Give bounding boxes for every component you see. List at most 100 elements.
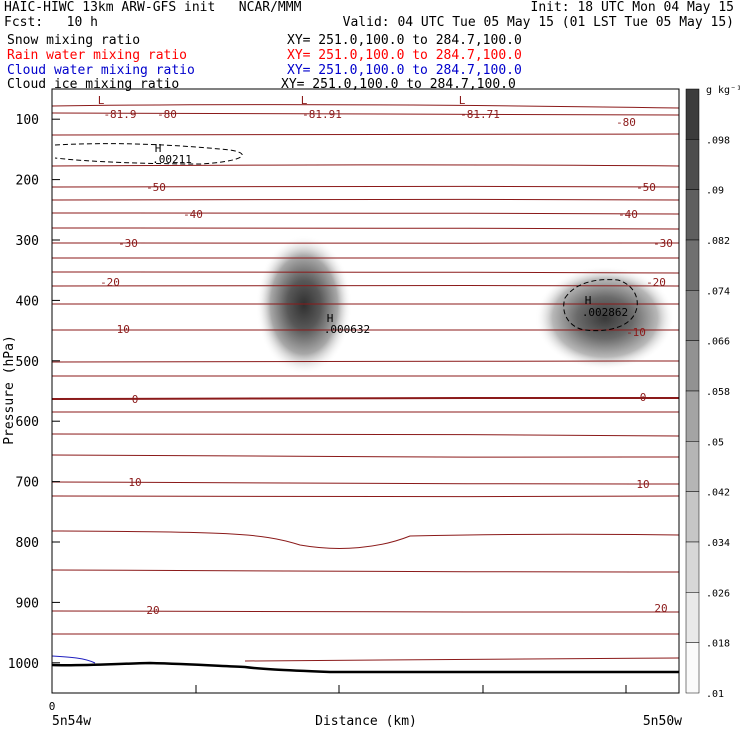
y-tick-label: 1000: [8, 657, 39, 672]
colorbar-swatch: [685, 390, 700, 442]
colorbar-label: .098: [706, 135, 730, 146]
field-xy-cloudice: XY= 251.0,100.0 to 284.7,100.0: [281, 77, 516, 92]
x-axis-label: Distance (km): [315, 714, 417, 729]
low-value: -81.91: [302, 108, 342, 121]
forecast-hour: Fcst: 10 h: [4, 15, 98, 30]
x-left-location: 5n54w: [52, 714, 91, 729]
colorbar-label: .042: [706, 488, 730, 499]
field-name-rain: Rain water mixing ratio: [7, 48, 188, 63]
isotherm-line: [52, 530, 679, 549]
isotherm-line: [52, 433, 679, 437]
plot-title: HAIC-HIWC 13km ARW-GFS init NCAR/MMM: [4, 0, 302, 15]
field-xy-rain: XY= 251.0,100.0 to 284.7,100.0: [287, 48, 522, 63]
colorbar-label: .018: [706, 639, 730, 650]
init-time: Init: 18 UTC Mon 04 May 15: [530, 0, 735, 15]
high-value: .002862: [582, 306, 628, 319]
contour-label: -40: [183, 208, 203, 221]
shaded-max-right: [535, 266, 675, 370]
colorbar-label: .026: [706, 588, 730, 599]
dashed-contour-upper-left: [54, 143, 243, 165]
contour-label: -20: [646, 276, 666, 289]
terrain-line: [51, 661, 679, 674]
isotherm-line: [52, 198, 679, 201]
colorbar-swatch: [685, 441, 700, 492]
shaded-max-left: [256, 235, 352, 375]
isotherm-line: [52, 360, 679, 363]
isotherm-line: [52, 610, 679, 613]
isotherm-line: [52, 271, 679, 274]
colorbar-swatch: [685, 592, 700, 643]
y-tick-label: 500: [16, 355, 39, 370]
isotherm-line: [52, 104, 679, 109]
contour-label: -80: [616, 116, 636, 129]
colorbar-label: .066: [706, 337, 730, 348]
contour-label: 20: [654, 602, 667, 615]
isotherm-zero-line: [52, 397, 679, 400]
low-value: -81.71: [460, 108, 500, 121]
low-value: -81.9: [103, 108, 136, 121]
contour-label: 10: [636, 478, 649, 491]
contour-label: -30: [653, 237, 673, 250]
colorbar: .098 .09 .082 .074 .066 .058 .05 .042 .034 .026 .0…: [685, 88, 730, 700]
colorbar-swatch: [685, 541, 700, 593]
colorbar-swatch: [685, 239, 700, 291]
colorbar-swatch: [685, 290, 700, 341]
contour-label: 10: [128, 476, 141, 489]
colorbar-label: .074: [706, 286, 730, 297]
x-origin-label: 0: [49, 700, 56, 713]
low-marker: L: [98, 94, 105, 107]
isotherm-line: [52, 454, 679, 458]
colorbar-label: .082: [706, 236, 730, 247]
contour-label: 0: [640, 391, 647, 404]
y-tick-label: 700: [16, 476, 39, 491]
isotherm-line: [52, 227, 679, 230]
high-value: .00211: [152, 153, 192, 166]
plot-frame: [51, 88, 680, 694]
colorbar-swatch: [685, 340, 700, 392]
isotherm-line: [52, 185, 679, 188]
colorbar-swatch: [685, 139, 700, 190]
contour-label: -30: [118, 237, 138, 250]
colorbar-swatch: [685, 88, 700, 140]
field-name-cloudwater: Cloud water mixing ratio: [7, 63, 195, 78]
y-tick-label: 200: [16, 174, 39, 189]
isotherm-line: [244, 657, 679, 662]
low-marker: L: [459, 94, 466, 107]
high-marker: H: [585, 294, 592, 307]
field-name-cloudice: Cloud ice mixing ratio: [7, 77, 180, 92]
y-axis-label: Pressure (hPa): [2, 335, 17, 445]
isotherm-line: [52, 569, 679, 573]
colorbar-label: .05: [706, 437, 724, 448]
colorbar-swatch: [685, 189, 700, 241]
contour-label: -40: [618, 208, 638, 221]
contour-label: -50: [636, 181, 656, 194]
y-tick-label: 100: [16, 113, 39, 128]
isotherm-line: [52, 495, 679, 498]
cloudwater-contour: [51, 655, 96, 664]
colorbar-swatch: [685, 491, 700, 543]
high-marker: H: [155, 142, 162, 155]
contour-label: -20: [100, 276, 120, 289]
valid-time: Valid: 04 UTC Tue 05 May 15 (01 LST Tue …: [342, 15, 734, 30]
field-xy-cloudwater: XY= 251.0,100.0 to 284.7,100.0: [287, 63, 522, 78]
field-xy-snow: XY= 251.0,100.0 to 284.7,100.0: [287, 33, 522, 48]
contour-label: 20: [146, 604, 159, 617]
isotherm-line: [52, 212, 679, 215]
colorbar-swatch: [685, 642, 700, 694]
colorbar-unit: g kg⁻¹: [706, 85, 740, 96]
high-marker: H: [327, 312, 334, 325]
y-tick-label: 800: [16, 536, 39, 551]
contour-label: -80: [157, 108, 177, 121]
y-tick-label: 300: [16, 234, 39, 249]
contour-label: -10: [626, 326, 646, 339]
colorbar-label: .058: [706, 387, 730, 398]
contour-label: -10: [110, 323, 130, 336]
isotherm-line: [52, 481, 679, 485]
y-tick-label: 900: [16, 596, 39, 611]
isotherm-line: [52, 132, 679, 136]
high-value: .000632: [324, 323, 370, 336]
colorbar-label: .01: [706, 689, 724, 700]
low-marker: L: [301, 94, 308, 107]
field-name-snow: Snow mixing ratio: [7, 33, 141, 48]
